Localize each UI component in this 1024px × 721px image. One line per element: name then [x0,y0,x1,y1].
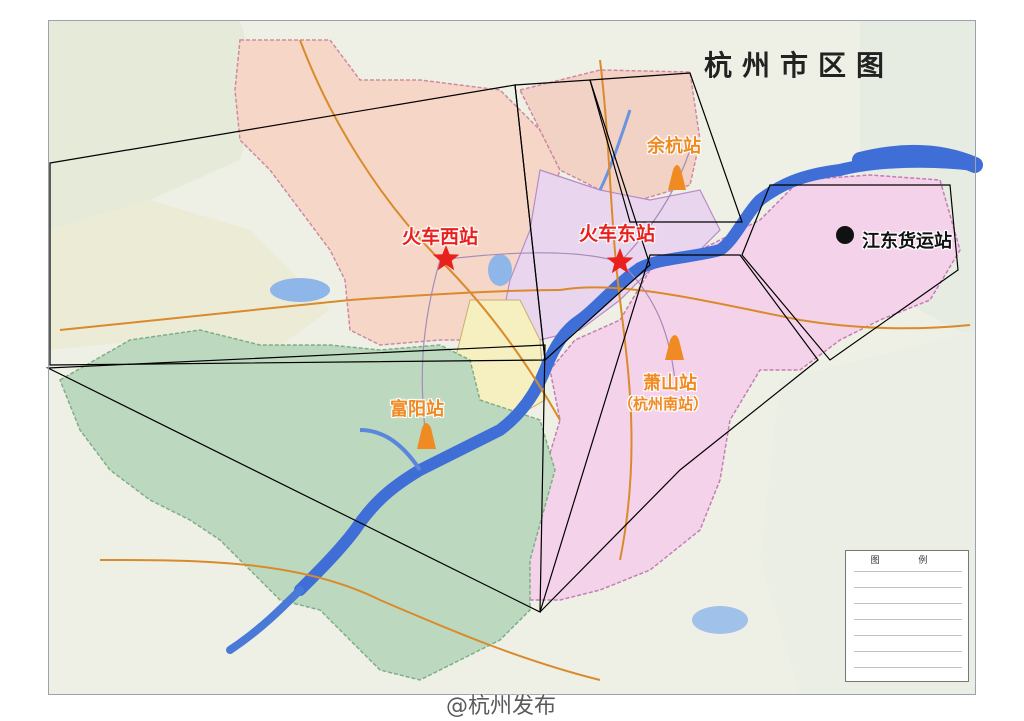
rail-3 [619,149,691,263]
marker-west-star[interactable] [432,245,460,271]
road-5 [99,559,601,681]
legend-rule [854,667,962,668]
river-mouth [852,145,983,173]
legend-title: 图 例 [870,556,946,566]
anji-region [48,20,260,230]
rail-4 [421,259,441,431]
yuhang-north [518,69,701,201]
marker-jiangdong-dot[interactable] [836,226,854,244]
zone-fuyang [45,344,546,613]
zone-east [514,79,651,362]
station-sublabel-xiaoshan: （杭州南站） [618,395,709,413]
river-branch [359,428,422,472]
west-lake [488,254,512,286]
orange-cone-icon [665,335,684,360]
legend-rule [854,619,962,620]
zone-jiangdong [741,184,959,361]
legend-rule [854,603,962,604]
south-lake [692,606,748,634]
rail-lines [421,149,691,431]
road-4 [599,59,633,561]
qingshan-lake [270,278,330,302]
legend-rule [854,571,962,572]
zone-outlines [45,72,959,613]
rail-1 [439,252,621,263]
red-star-icon [432,245,460,271]
fuchun-river [226,586,304,654]
orange-cone-icon [417,423,436,449]
linan-region [48,200,330,360]
fuyang-district [59,329,556,681]
qiantang-river [294,155,981,596]
legend-rule [854,587,962,588]
marker-fuyang-cone[interactable] [417,423,436,449]
legend-rule [854,635,962,636]
station-label-east[interactable]: 火车东站 [579,223,656,245]
map-title: 杭州市区图 [704,49,895,82]
station-label-xiaoshan[interactable]: 萧山站 [643,373,697,394]
station-label-yuhang[interactable]: 余杭站 [647,136,701,157]
black-dot-icon [836,226,854,244]
rail-2 [619,261,676,381]
station-label-west[interactable]: 火车西站 [402,226,479,248]
station-label-jiangdong[interactable]: 江东货运站 [862,231,952,252]
marker-east-star[interactable] [606,248,634,274]
zone-yuhang [589,72,743,223]
legend-rule [854,651,962,652]
red-star-icon [606,248,634,274]
station-label-fuyang[interactable]: 富阳站 [390,399,444,420]
watermark: @杭州发布 [446,694,557,719]
zone-xiaoshan [539,254,819,613]
marker-xiaoshan-cone[interactable] [665,335,684,360]
city-center [499,169,721,341]
marker-yuhang-cone[interactable] [668,165,686,190]
road-1 [59,289,561,331]
canal [598,109,632,191]
map-legend: 图 例 [845,550,969,682]
orange-cone-icon [668,165,686,190]
